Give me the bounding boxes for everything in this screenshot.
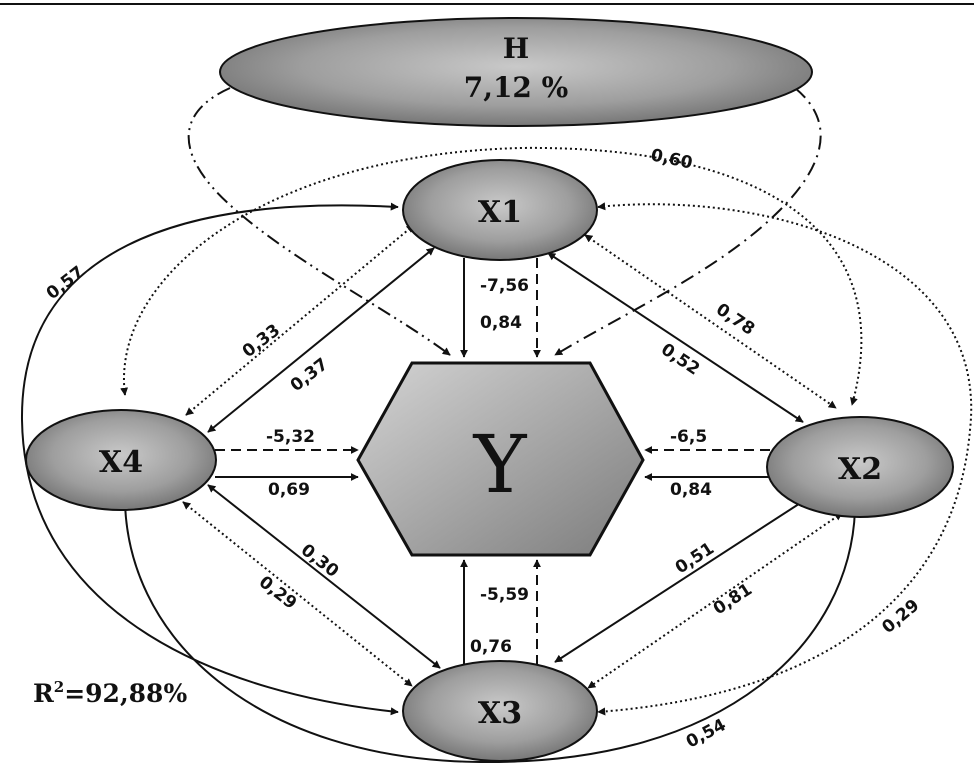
node-y-label: Y — [473, 418, 528, 511]
label-x1-y-indirect: -7,56 — [480, 276, 529, 296]
label-x4-x3-solid: 0,30 — [297, 540, 343, 582]
label-x4-y-direct: 0,69 — [268, 480, 310, 500]
label-x1-x4-solid: 0,37 — [287, 354, 332, 396]
node-y: Y — [356, 361, 645, 557]
label-x2-x3-dotted: 0,81 — [710, 580, 756, 620]
edge-h-y-left — [187, 87, 451, 356]
node-x2-label: X2 — [838, 452, 882, 487]
node-x3: X3 — [402, 660, 598, 762]
edge-x1-x4-solid — [207, 247, 435, 433]
edge-x2-x4-outer — [120, 146, 863, 406]
edge-x4-x3-dotted — [182, 501, 413, 687]
node-h: H 7,12 % — [219, 17, 813, 127]
node-x4-label: X4 — [99, 445, 143, 480]
label-x2-y-indirect: -6,5 — [670, 427, 707, 447]
label-x1-x4-dotted: 0,33 — [239, 320, 284, 362]
label-x1-x2-dotted: 0,78 — [712, 300, 758, 340]
label-x4-y-indirect: -5,32 — [266, 427, 315, 447]
edge-x1-x2-solid — [547, 252, 804, 423]
node-x2: X2 — [766, 416, 954, 518]
label-x1-x3-outer-left: 0,57 — [43, 262, 88, 304]
node-x4: X4 — [25, 409, 217, 511]
node-x1-label: X1 — [478, 195, 522, 230]
edge-x1-x2-dotted — [584, 234, 837, 409]
r-squared-sup: 2 — [54, 678, 64, 696]
label-x4-x2-bottom: 0,54 — [683, 715, 730, 752]
node-h-label: H — [503, 32, 529, 65]
node-x1: X1 — [402, 159, 598, 261]
r-squared-prefix: R — [33, 679, 54, 708]
r-squared-value: =92,88% — [64, 679, 187, 708]
label-x1-y-direct: 0,84 — [480, 313, 522, 333]
label-x3-y-indirect: -5,59 — [480, 585, 529, 605]
label-x2-y-direct: 0,84 — [670, 480, 712, 500]
r-squared: R2=92,88% — [33, 678, 187, 708]
label-x3-y-direct: 0,76 — [470, 637, 512, 657]
edge-x2-x3-dotted — [587, 512, 843, 689]
node-x3-label: X3 — [478, 696, 522, 731]
label-x1-x2-solid: 0,52 — [657, 340, 703, 380]
node-h-value: 7,12 % — [464, 71, 569, 104]
label-x2-x4-outer: 0,60 — [649, 145, 694, 173]
label-x1-x3-outer-right: 0,29 — [878, 596, 923, 638]
